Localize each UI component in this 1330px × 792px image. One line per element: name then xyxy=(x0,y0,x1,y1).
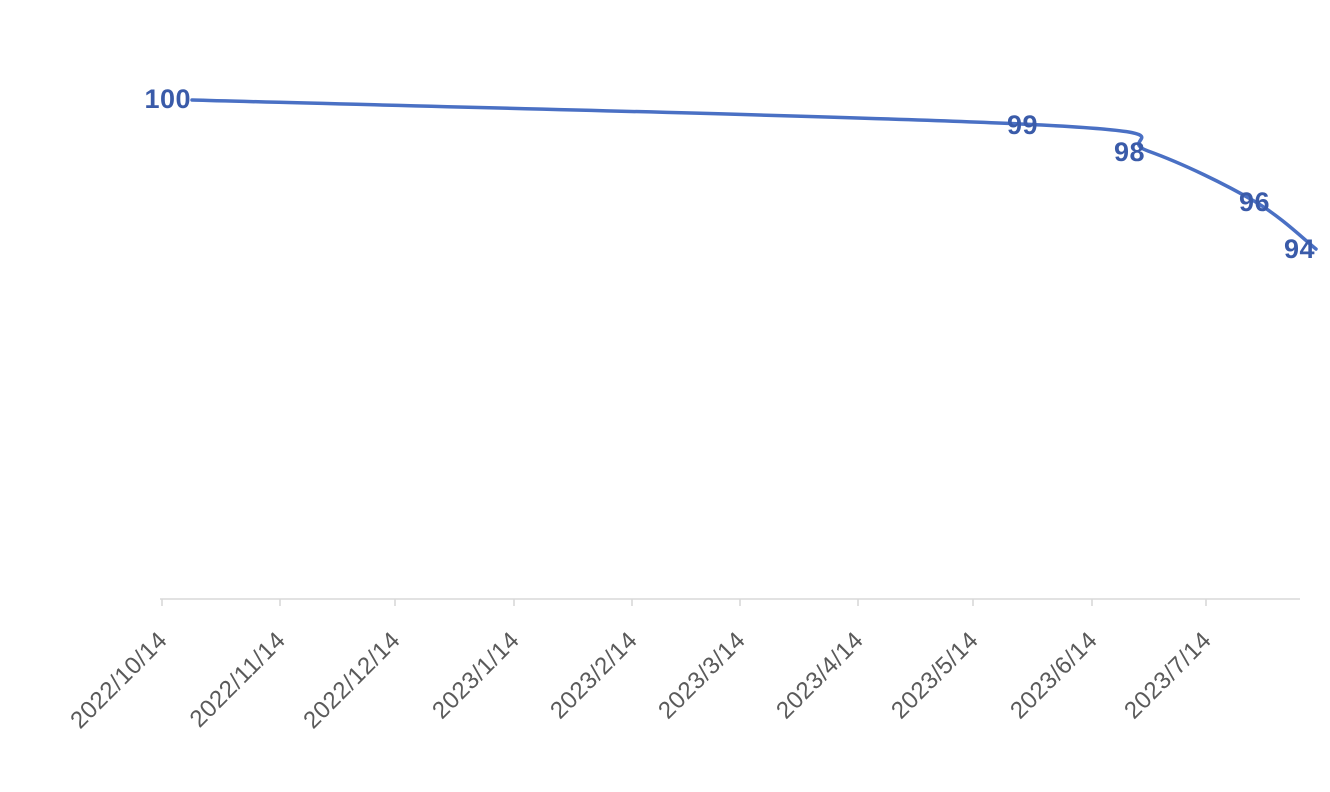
data-label: 94 xyxy=(1283,234,1315,264)
data-label: 96 xyxy=(1238,187,1270,217)
data-label: 99 xyxy=(1006,110,1038,140)
data-label: 98 xyxy=(1113,137,1145,167)
series-line xyxy=(190,98,1318,251)
data-label: 100 xyxy=(144,84,191,114)
